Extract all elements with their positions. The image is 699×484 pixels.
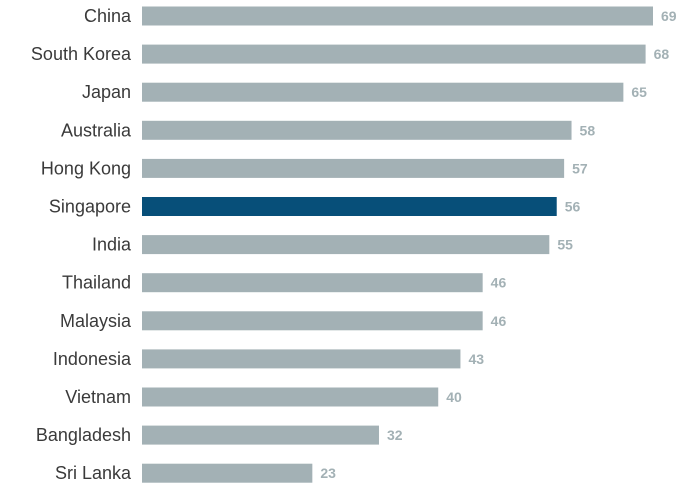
value-label: 69	[661, 8, 677, 24]
bar	[142, 349, 461, 369]
category-label: Sri Lanka	[55, 463, 132, 483]
bar	[142, 425, 379, 445]
value-label: 65	[631, 84, 647, 100]
category-label: Malaysia	[60, 311, 132, 331]
category-label: India	[92, 235, 132, 255]
category-label: China	[84, 6, 132, 26]
value-label: 32	[387, 427, 403, 443]
value-label: 57	[572, 160, 588, 176]
value-label: 46	[491, 275, 507, 291]
bar	[142, 463, 313, 483]
bar	[142, 273, 483, 293]
value-label: 55	[557, 237, 573, 253]
value-label: 68	[654, 46, 670, 62]
category-label: Indonesia	[53, 349, 132, 369]
value-label: 58	[580, 122, 596, 138]
bar	[142, 235, 550, 255]
category-label: Hong Kong	[41, 158, 131, 178]
value-label: 56	[565, 199, 581, 215]
value-label: 43	[468, 351, 484, 367]
bar	[142, 6, 653, 26]
bar	[142, 387, 439, 407]
category-label: Australia	[61, 120, 132, 140]
category-label: Singapore	[49, 197, 131, 217]
bar	[142, 82, 624, 102]
value-label: 40	[446, 389, 462, 405]
bar	[142, 311, 483, 331]
value-label: 46	[491, 313, 507, 329]
category-label: Thailand	[62, 273, 131, 293]
bar	[142, 158, 565, 178]
category-label: Japan	[82, 82, 131, 102]
bar	[142, 120, 572, 140]
value-label: 23	[320, 465, 336, 481]
category-label: Bangladesh	[36, 425, 131, 445]
category-label: South Korea	[31, 44, 132, 64]
bar	[142, 44, 646, 64]
category-label: Vietnam	[65, 387, 131, 407]
bars-group: China 69 South Korea 68 Japan 65 Australia 58 Ho…	[31, 6, 677, 483]
bar-highlighted	[142, 197, 557, 216]
